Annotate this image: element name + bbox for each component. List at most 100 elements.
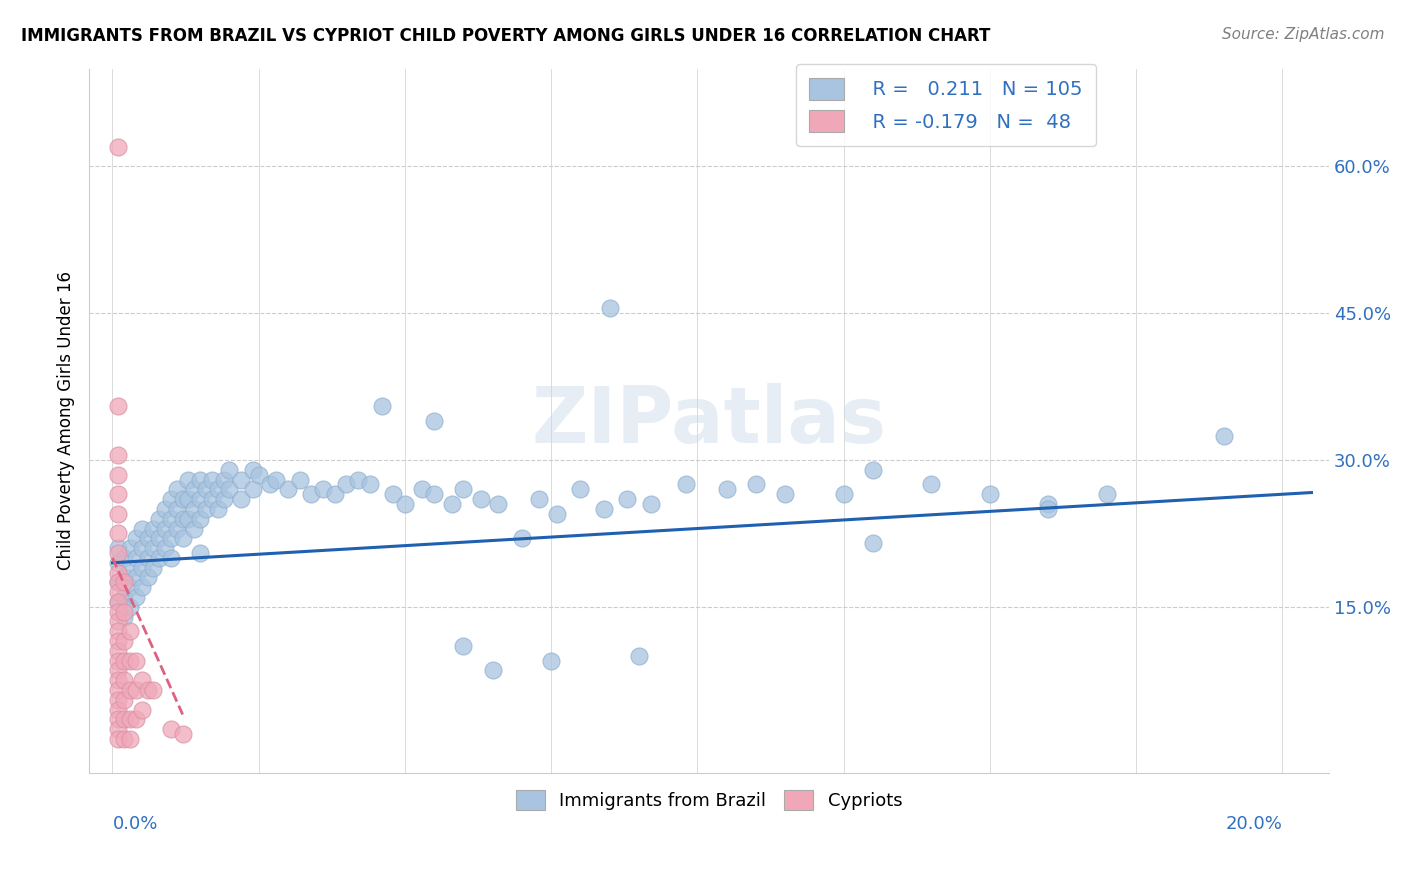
Point <box>423 414 446 428</box>
Point <box>440 497 463 511</box>
Point <box>172 531 194 545</box>
Point <box>148 512 170 526</box>
Point <box>136 531 159 545</box>
Point <box>716 483 738 497</box>
Point <box>242 483 264 497</box>
Point <box>1038 502 1060 516</box>
Point <box>107 683 129 698</box>
Point <box>773 487 796 501</box>
Point <box>125 570 148 584</box>
Point <box>212 492 235 507</box>
Point <box>160 512 183 526</box>
Point <box>382 487 405 501</box>
Point <box>172 727 194 741</box>
Point <box>107 654 129 668</box>
Point <box>107 140 129 154</box>
Point <box>118 712 141 726</box>
Point <box>160 492 183 507</box>
Text: ZIPatlas: ZIPatlas <box>531 383 887 458</box>
Point <box>112 609 135 624</box>
Point <box>675 477 697 491</box>
Point <box>107 615 129 629</box>
Point <box>411 483 433 497</box>
Text: 0.0%: 0.0% <box>112 815 157 833</box>
Point <box>616 492 638 507</box>
Point <box>131 702 153 716</box>
Point <box>107 693 129 707</box>
Point <box>107 664 129 678</box>
Point <box>188 546 211 560</box>
Point <box>142 522 165 536</box>
Point <box>118 683 141 698</box>
Point <box>107 595 129 609</box>
Point <box>166 483 188 497</box>
Point <box>183 522 205 536</box>
Point <box>112 590 135 604</box>
Point <box>177 473 200 487</box>
Point <box>107 448 129 462</box>
Point <box>153 522 176 536</box>
Point <box>112 731 135 746</box>
Point <box>231 492 253 507</box>
Point <box>453 483 475 497</box>
Point <box>153 541 176 555</box>
Point <box>125 654 148 668</box>
Point <box>136 683 159 698</box>
Point <box>312 483 335 497</box>
Point <box>166 502 188 516</box>
Point <box>481 664 503 678</box>
Point <box>569 483 592 497</box>
Point <box>188 512 211 526</box>
Point <box>136 550 159 565</box>
Point <box>599 301 621 316</box>
Point <box>359 477 381 491</box>
Point <box>299 487 322 501</box>
Point <box>160 550 183 565</box>
Point <box>470 492 492 507</box>
Point <box>125 550 148 565</box>
Point <box>1038 497 1060 511</box>
Point <box>148 531 170 545</box>
Point <box>183 483 205 497</box>
Point <box>107 575 129 590</box>
Point <box>394 497 416 511</box>
Point <box>107 624 129 639</box>
Point <box>488 497 510 511</box>
Point <box>335 477 357 491</box>
Point <box>546 507 568 521</box>
Point <box>107 595 129 609</box>
Point <box>107 712 129 726</box>
Point <box>107 702 129 716</box>
Point <box>107 585 129 599</box>
Point <box>131 673 153 688</box>
Point <box>745 477 768 491</box>
Point <box>218 483 240 497</box>
Point <box>540 654 562 668</box>
Point <box>107 634 129 648</box>
Point <box>160 531 183 545</box>
Point <box>112 634 135 648</box>
Point <box>142 541 165 555</box>
Point <box>212 473 235 487</box>
Point <box>166 522 188 536</box>
Point <box>218 463 240 477</box>
Point <box>592 502 614 516</box>
Point <box>112 575 135 590</box>
Point <box>118 731 141 746</box>
Point <box>112 605 135 619</box>
Point <box>627 648 650 663</box>
Point <box>347 473 370 487</box>
Point <box>1212 428 1234 442</box>
Point <box>142 560 165 574</box>
Point <box>160 722 183 736</box>
Point <box>131 560 153 574</box>
Point <box>107 467 129 482</box>
Point <box>288 473 311 487</box>
Y-axis label: Child Poverty Among Girls Under 16: Child Poverty Among Girls Under 16 <box>58 271 75 570</box>
Point <box>131 522 153 536</box>
Point <box>112 693 135 707</box>
Text: 20.0%: 20.0% <box>1226 815 1282 833</box>
Point <box>242 463 264 477</box>
Point <box>131 541 153 555</box>
Point <box>177 512 200 526</box>
